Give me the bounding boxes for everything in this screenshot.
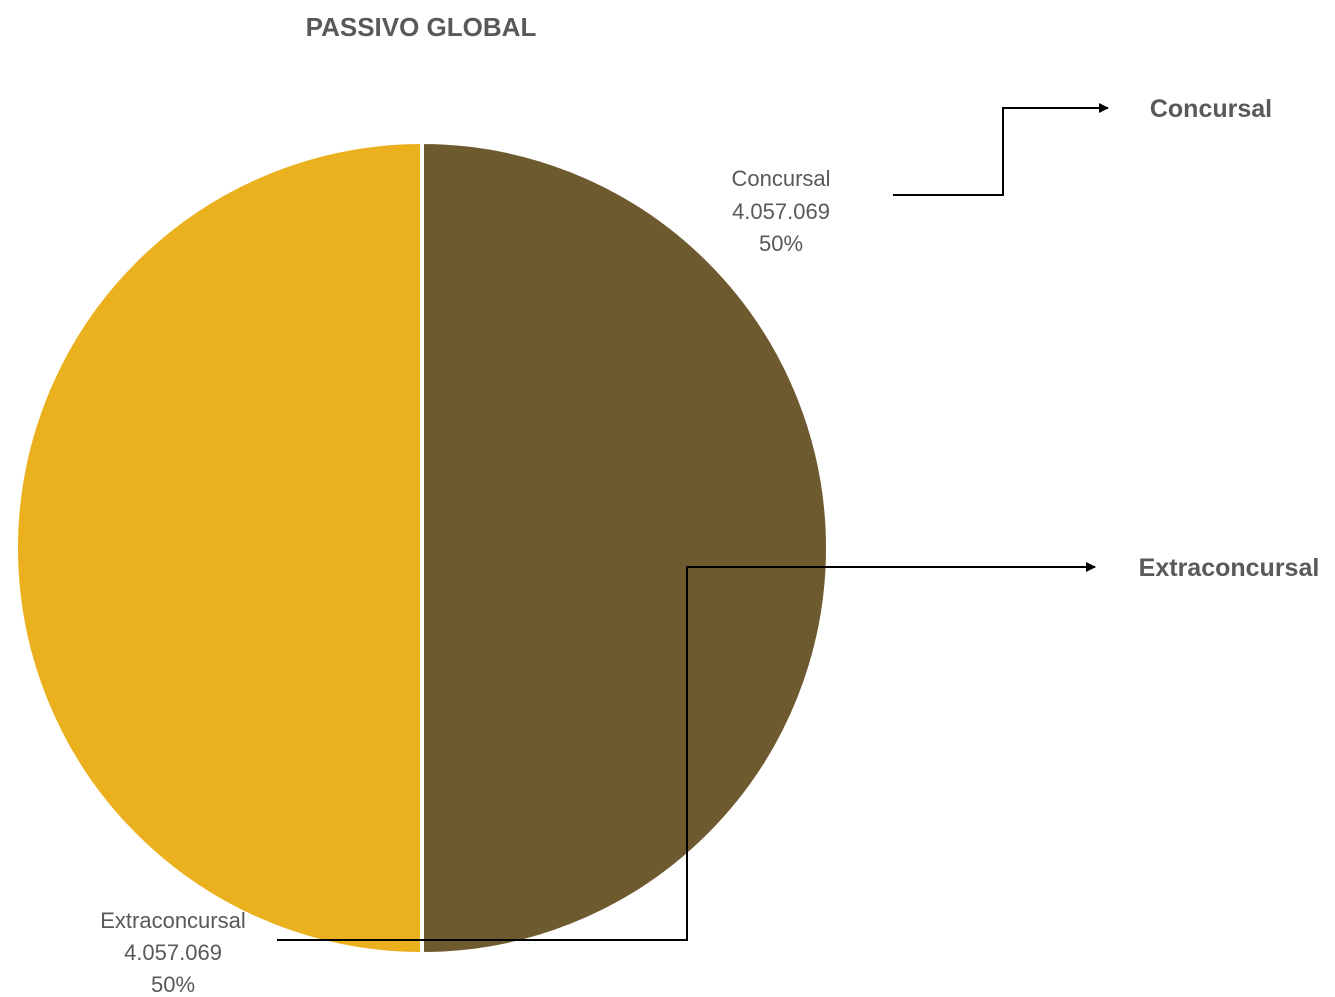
data-label-concursal: Concursal 4.057.069 50% bbox=[731, 166, 830, 256]
slice-name-extraconcursal: Extraconcursal bbox=[100, 908, 246, 933]
pie-slices bbox=[14, 140, 830, 956]
slice-percent-concursal: 50% bbox=[759, 231, 803, 256]
legend-label-extraconcursal: Extraconcursal bbox=[1139, 554, 1320, 582]
extraconcursal-connector bbox=[277, 562, 1096, 941]
pie-slice-concursal bbox=[420, 140, 830, 956]
chart-title: PASSIVO GLOBAL bbox=[306, 12, 537, 42]
slice-percent-extraconcursal: 50% bbox=[151, 972, 195, 997]
pie-slice-extraconcursal bbox=[14, 140, 424, 956]
slice-name-concursal: Concursal bbox=[731, 166, 830, 191]
concursal-connector bbox=[893, 103, 1109, 196]
legend-label-concursal: Concursal bbox=[1150, 95, 1272, 123]
slice-value-extraconcursal: 4.057.069 bbox=[124, 940, 222, 965]
slice-value-concursal: 4.057.069 bbox=[732, 199, 830, 224]
data-label-extraconcursal: Extraconcursal 4.057.069 50% bbox=[100, 908, 246, 997]
